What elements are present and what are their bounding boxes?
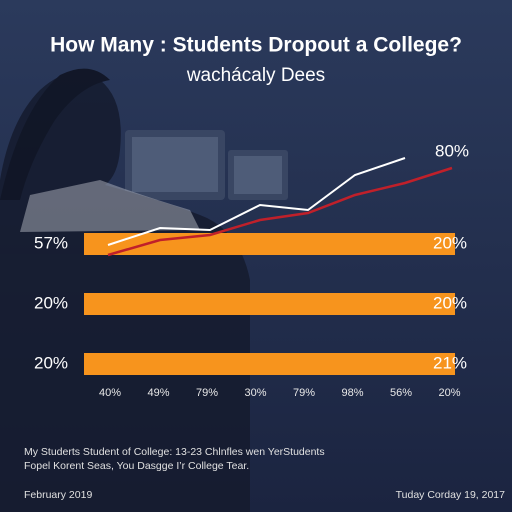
white-line [107,157,406,246]
bar [84,353,455,375]
note-line: Fopel Korent Seas, You Dasgge I’r Colleg… [24,460,249,472]
note-line: My Studerts Student of College: 13-23 Ch… [24,446,325,458]
top-label: 80% [435,141,469,160]
x-label: 49% [147,387,169,399]
red-line [107,166,453,257]
x-label: 79% [293,387,315,399]
scene [0,68,288,512]
footer-right: Tuday Corday 19, 2017 [396,489,506,501]
x-labels: 40% 49% 79% 30% 79% 98% 56% 20% [99,387,461,399]
row-right-label: 20% [433,233,467,252]
x-label: 98% [341,387,363,399]
x-label: 56% [390,387,412,399]
x-label: 79% [196,387,218,399]
title: How Many : Students Dropout a College? [50,34,462,57]
x-label: 20% [438,387,460,399]
row-right-label: 21% [433,353,467,372]
x-label: 40% [99,387,121,399]
bar [84,233,455,255]
row-left-label: 20% [34,353,68,372]
x-label: 30% [244,387,266,399]
row-left-label: 57% [34,233,68,252]
footer-left: February 2019 [24,489,92,501]
bar [84,293,455,315]
row-left-label: 20% [34,293,68,312]
bars: 57% 20% 20% 20% 20% 21% [34,233,467,375]
row-right-label: 20% [433,293,467,312]
subtitle: wachácaly Dees [186,65,325,86]
